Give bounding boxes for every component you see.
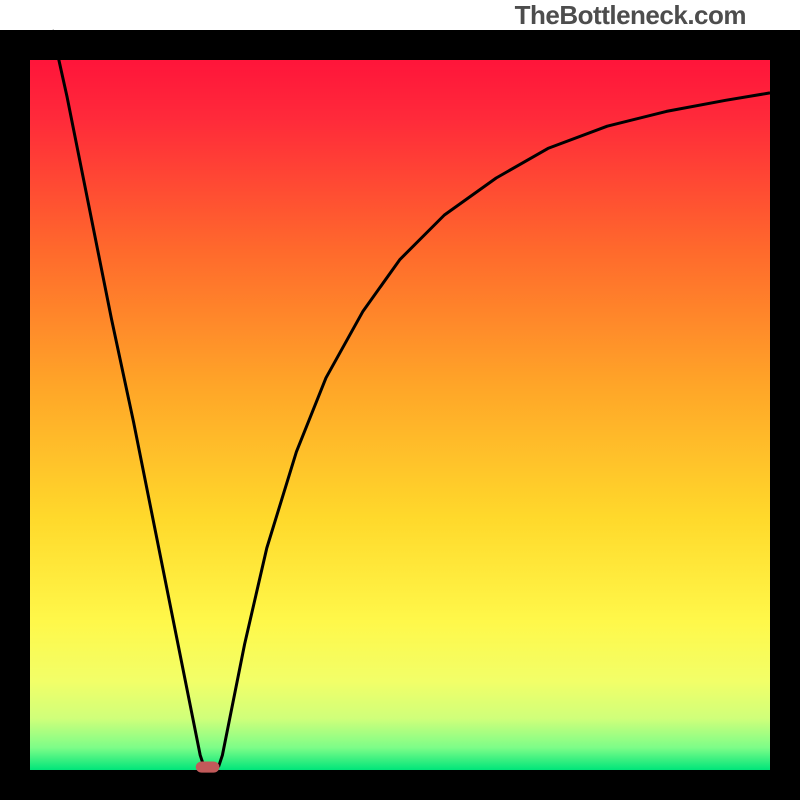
- border-bottom: [0, 770, 800, 800]
- border-right: [770, 30, 800, 800]
- bottleneck-chart: [0, 0, 800, 800]
- watermark-text: TheBottleneck.com: [515, 0, 746, 31]
- chart-container: TheBottleneck.com: [0, 0, 800, 800]
- optimal-point-marker: [196, 761, 220, 772]
- border-left: [0, 30, 30, 800]
- gradient-background: [30, 30, 770, 770]
- border-top: [0, 30, 800, 60]
